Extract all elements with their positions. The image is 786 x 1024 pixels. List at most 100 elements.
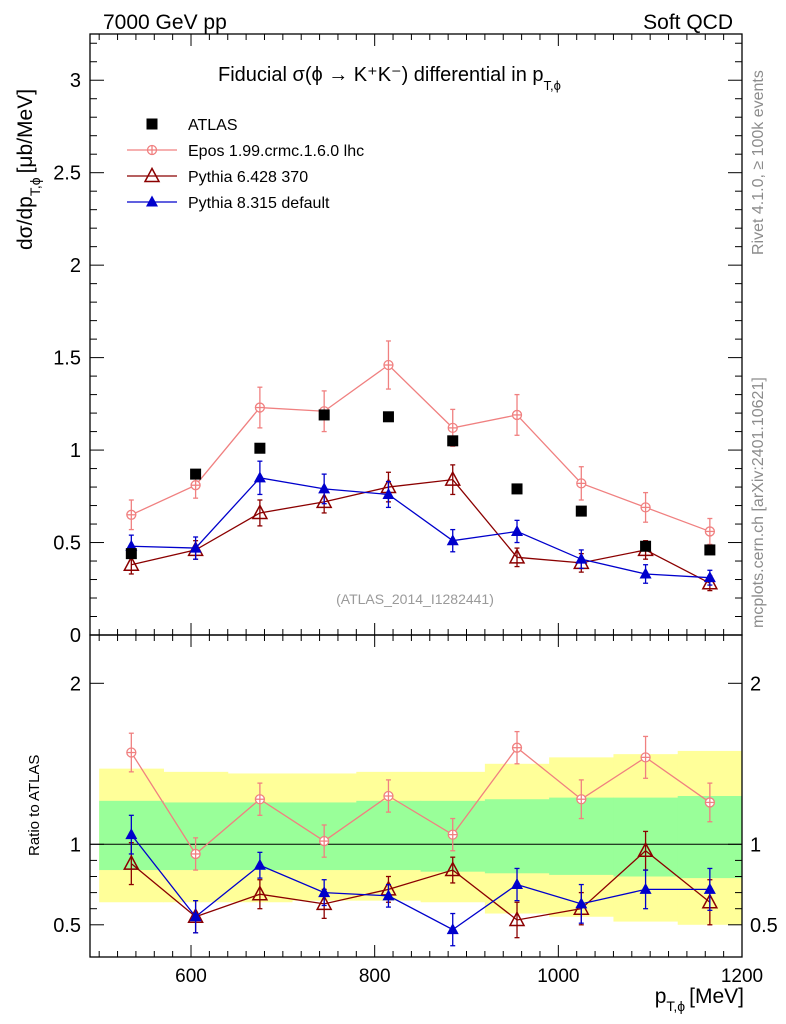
point-pythia-8-315-default-shape bbox=[189, 541, 202, 553]
ratio-tick-label-left: 2 bbox=[70, 673, 81, 695]
point-epos-1-99-crmc-1-6-0-lhc bbox=[704, 526, 716, 537]
point-atlas-shape bbox=[318, 409, 330, 421]
ratio-point-pythia-8-315-default-shape bbox=[639, 882, 652, 894]
legend-label-epos-1-99-crmc-1-6-0-lhc: Epos 1.99.crmc.1.6.0 lhc bbox=[188, 143, 364, 160]
point-pythia-8-315-default-shape bbox=[318, 482, 331, 494]
plot-title: Fiducial σ(ϕ → K⁺K⁻) differential in pT,… bbox=[218, 64, 561, 93]
y-tick-label: 0 bbox=[70, 625, 81, 647]
x-tick-label: 600 bbox=[175, 966, 207, 987]
ratio-point-pythia-6-428-370 bbox=[637, 841, 654, 857]
y-tick-label: 1.5 bbox=[53, 348, 81, 370]
point-atlas bbox=[640, 540, 652, 552]
point-atlas bbox=[254, 442, 266, 454]
legend-marker-pythia-6-428-370 bbox=[143, 166, 161, 183]
point-pythia-6-428-370-shape bbox=[444, 470, 461, 486]
point-pythia-6-428-370-shape bbox=[123, 555, 140, 571]
ratio-point-epos-1-99-crmc-1-6-0-lhc bbox=[254, 794, 266, 805]
ratio-point-pythia-8-315-default bbox=[446, 923, 459, 935]
point-atlas bbox=[318, 409, 330, 421]
point-pythia-8-315-default-shape bbox=[639, 567, 652, 579]
ratio-point-pythia-8-315-default bbox=[703, 882, 716, 894]
point-pythia-6-428-370-shape bbox=[315, 492, 333, 509]
ratio-point-pythia-6-428-370-shape bbox=[251, 885, 269, 901]
point-pythia-6-428-370 bbox=[508, 548, 526, 564]
ratio-tick-label-left: 0.5 bbox=[53, 915, 81, 937]
ratio-point-epos-1-99-crmc-1-6-0-lhc bbox=[126, 747, 137, 758]
point-epos-1-99-crmc-1-6-0-lhc bbox=[190, 480, 201, 491]
ratio-point-epos-1-99-crmc-1-6-0-lhc bbox=[640, 752, 651, 763]
point-epos-1-99-crmc-1-6-0-lhc bbox=[511, 409, 523, 421]
legend-marker-pythia-6-428-370-shape bbox=[143, 166, 161, 183]
ratio-point-pythia-6-428-370-shape bbox=[508, 910, 526, 927]
ratio-point-epos-1-99-crmc-1-6-0-lhc bbox=[190, 848, 201, 860]
axes: 600 800 1000 1200 0 0.5 1 1.5 2 2.5 3 0.5 0.5 1 1 2 2 bbox=[53, 33, 778, 987]
ratio-tick-label-left: 1 bbox=[70, 834, 81, 856]
ratio-point-pythia-8-315-default bbox=[125, 828, 138, 840]
ratio-point-pythia-8-315-default-shape bbox=[189, 910, 202, 922]
ratio-point-pythia-6-428-370 bbox=[123, 854, 140, 870]
point-pythia-6-428-370-shape bbox=[701, 574, 719, 590]
y-tick-label: 2.5 bbox=[53, 163, 81, 185]
ratio-tick-label-right: 0.5 bbox=[750, 915, 778, 937]
point-atlas-shape bbox=[254, 442, 266, 454]
point-pythia-8-315-default-shape bbox=[382, 487, 395, 499]
point-atlas-shape bbox=[447, 435, 459, 447]
point-pythia-8-315-default-shape bbox=[125, 539, 138, 551]
ratio-point-pythia-8-315-default-shape bbox=[253, 858, 266, 870]
y-tick-label: 2 bbox=[70, 255, 81, 277]
point-pythia-6-428-370 bbox=[251, 503, 269, 520]
point-pythia-8-315-default bbox=[189, 541, 202, 553]
ratio-y-axis-label: Ratio to ATLAS bbox=[26, 755, 43, 856]
ratio-point-pythia-8-315-default bbox=[189, 910, 202, 922]
x-axis-label: pT,ϕ [MeV] bbox=[655, 985, 744, 1014]
line-pythia-8-315-default bbox=[131, 477, 710, 579]
point-atlas-shape bbox=[704, 544, 716, 556]
point-pythia-6-428-370-shape bbox=[508, 548, 526, 564]
point-epos-1-99-crmc-1-6-0-lhc bbox=[126, 509, 137, 520]
y-axis-label: dσ/dpT,ϕ[μb/MeV] bbox=[14, 89, 43, 250]
x-tick-label: 800 bbox=[359, 966, 391, 987]
ratio-point-pythia-6-428-370 bbox=[315, 894, 333, 911]
ratio-point-pythia-6-428-370-shape bbox=[444, 860, 461, 877]
point-pythia-8-315-default bbox=[318, 482, 331, 494]
y-tick-label: 0.5 bbox=[53, 533, 81, 555]
ratio-tick-label-right: 2 bbox=[750, 673, 761, 695]
legend-marker-atlas bbox=[146, 118, 158, 130]
ratio-point-pythia-6-428-370 bbox=[251, 885, 269, 901]
point-epos-1-99-crmc-1-6-0-lhc bbox=[576, 478, 587, 489]
x-tick-label: 1000 bbox=[537, 966, 579, 987]
point-atlas bbox=[382, 411, 394, 423]
point-pythia-6-428-370 bbox=[315, 492, 333, 509]
ratio-point-pythia-8-315-default-shape bbox=[125, 828, 138, 840]
point-pythia-8-315-default bbox=[703, 571, 716, 583]
series-layer bbox=[123, 340, 719, 947]
ratio-band-inner bbox=[484, 799, 550, 874]
ratio-line-pythia-8-315-default bbox=[130, 834, 710, 931]
point-atlas-shape bbox=[125, 548, 137, 560]
line-pythia-6-428-370 bbox=[131, 478, 711, 584]
ratio-line-epos-1-99-crmc-1-6-0-lhc bbox=[130, 746, 711, 855]
ratio-frame bbox=[89, 634, 743, 958]
point-atlas bbox=[704, 544, 716, 556]
header-energy: 7000 GeV pp bbox=[103, 11, 227, 34]
legend-marker-atlas-shape bbox=[146, 118, 158, 130]
plot-title-sub: T,ϕ bbox=[544, 78, 561, 93]
point-pythia-8-315-default bbox=[382, 487, 395, 499]
point-pythia-8-315-default bbox=[511, 524, 524, 536]
ratio-point-pythia-8-315-default bbox=[575, 897, 588, 909]
point-atlas bbox=[575, 505, 587, 517]
point-pythia-8-315-default-shape bbox=[446, 534, 459, 546]
ratio-point-epos-1-99-crmc-1-6-0-lhc bbox=[576, 794, 587, 805]
ratio-line-pythia-6-428-370 bbox=[130, 849, 711, 921]
ratio-point-pythia-8-315-default bbox=[511, 878, 524, 890]
point-pythia-8-315-default bbox=[446, 534, 459, 546]
ratio-point-pythia-8-315-default-shape bbox=[318, 886, 331, 898]
point-epos-1-99-crmc-1-6-0-lhc bbox=[640, 502, 651, 513]
point-pythia-8-315-default-shape bbox=[253, 471, 266, 483]
point-atlas-shape bbox=[382, 411, 394, 423]
legend-marker-epos-1-99-crmc-1-6-0-lhc bbox=[146, 144, 158, 156]
ratio-point-pythia-8-315-default bbox=[253, 858, 266, 870]
ratio-point-pythia-6-428-370-shape bbox=[315, 894, 333, 911]
point-atlas-shape bbox=[640, 540, 652, 552]
point-epos-1-99-crmc-1-6-0-lhc bbox=[383, 359, 394, 371]
